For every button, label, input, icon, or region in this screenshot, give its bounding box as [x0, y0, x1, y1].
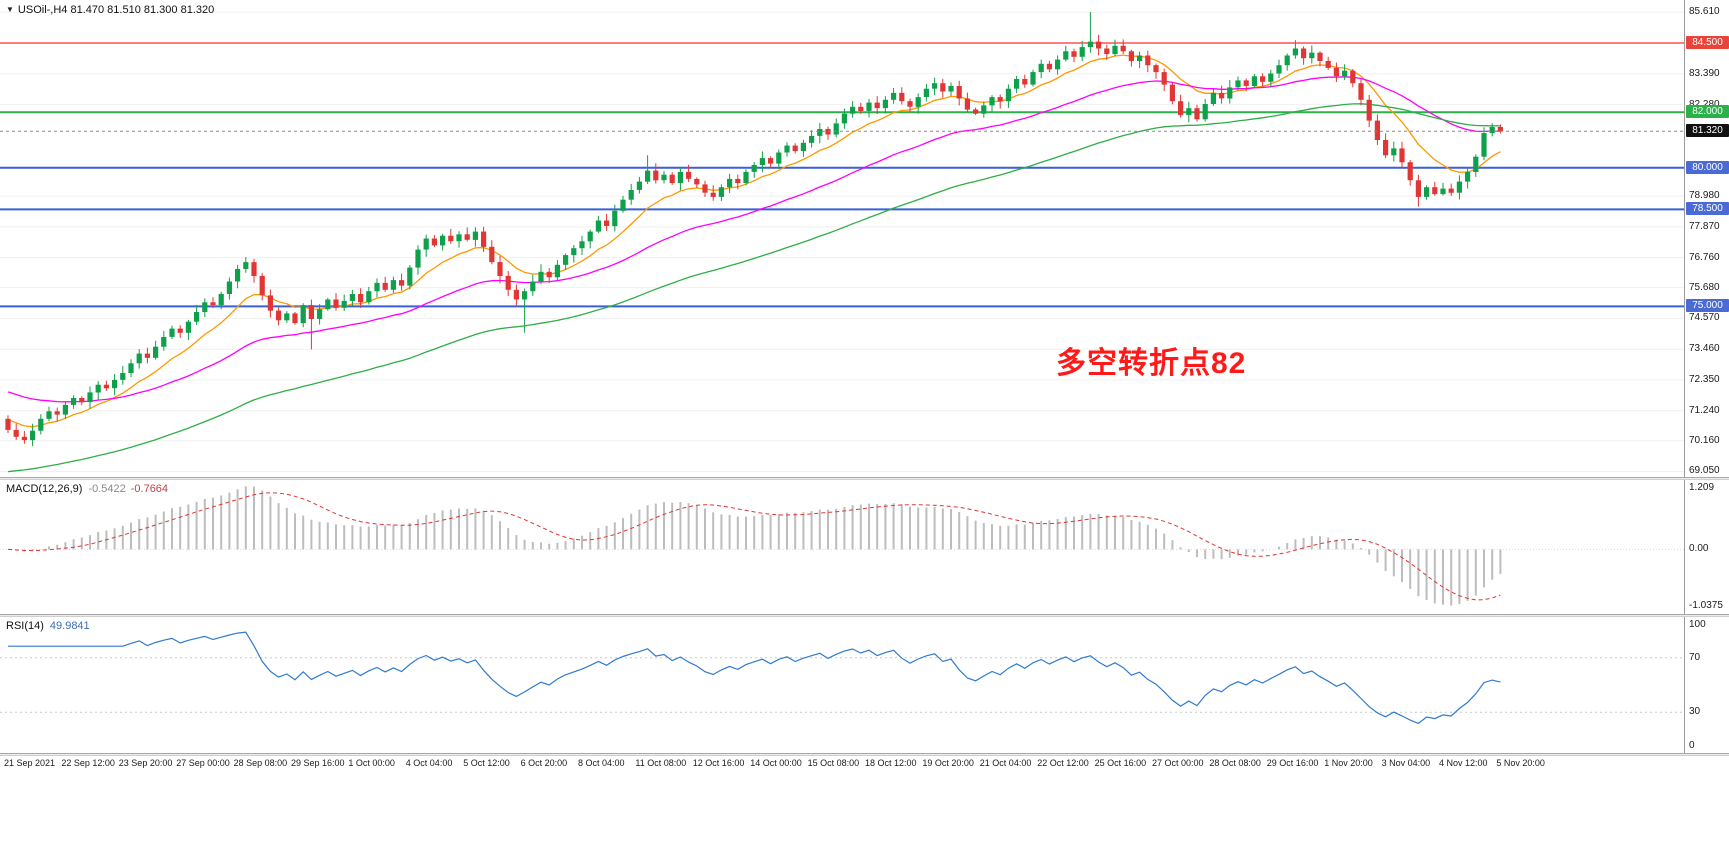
rsi-scale-label: 100 [1689, 619, 1706, 630]
time-axis-label: 3 Nov 04:00 [1381, 758, 1431, 768]
macd-indicator-label: MACD(12,26,9) -0.5422 -0.7664 [6, 483, 168, 495]
price-level-label: 75.000 [1686, 299, 1729, 313]
rsi-value: 49.9841 [49, 620, 90, 632]
price-level-label: 80.000 [1686, 160, 1729, 174]
price-tick-label: 85.610 [1689, 6, 1720, 18]
macd-label-text: MACD(12,26,9) [6, 483, 83, 495]
candlestick-chart[interactable] [0, 0, 1684, 477]
time-axis-label: 27 Sep 00:00 [176, 758, 230, 768]
rsi-label-text: RSI(14) [6, 620, 44, 632]
time-axis-label: 29 Oct 16:00 [1266, 758, 1319, 768]
time-axis-label: 21 Oct 04:00 [979, 758, 1032, 768]
price-tick-label: 69.050 [1689, 465, 1720, 477]
rsi-panel: 100 70 30 0 RSI(14) 49.9841 [0, 617, 1729, 753]
macd-scale-label: -1.0375 [1689, 600, 1723, 611]
rsi-line [8, 631, 1501, 725]
time-axis-label: 18 Oct 12:00 [865, 758, 917, 768]
chart-header: ▼ USOil-,H4 81.470 81.510 81.300 81.320 [6, 4, 214, 16]
symbol-dropdown-icon[interactable]: ▼ [6, 5, 14, 14]
time-axis-label: 4 Nov 12:00 [1439, 758, 1488, 768]
time-axis-label: 8 Oct 04:00 [578, 758, 625, 768]
time-axis-label: 23 Sep 20:00 [118, 758, 173, 768]
panel-divider[interactable] [0, 477, 1729, 480]
time-axis-label: 6 Oct 20:00 [520, 758, 568, 768]
time-axis-label: 22 Oct 12:00 [1037, 758, 1089, 768]
symbol-ohlc-readout: USOil-,H4 81.470 81.510 81.300 81.320 [17, 4, 215, 16]
time-axis[interactable]: 21 Sep 2021 22 Sep 12:00 23 Sep 20:00 27 Se… [0, 756, 1729, 773]
price-tick-label: 70.160 [1689, 434, 1720, 446]
time-axis-label: 28 Oct 08:00 [1209, 758, 1261, 768]
macd-signal-line [7, 492, 1501, 601]
macd-axis[interactable]: 1.209 0.00 -1.0375 [1684, 480, 1729, 614]
time-axis-label: 1 Nov 20:00 [1324, 758, 1373, 768]
price-tick-label: 75.680 [1689, 281, 1720, 293]
price-tick-label: 71.240 [1689, 404, 1720, 416]
time-axis-label: 14 Oct 00:00 [750, 758, 802, 768]
rsi-chart[interactable] [0, 617, 1684, 753]
chart-annotation-text: 多空转折点82 [1056, 347, 1247, 380]
price-tick-label: 73.460 [1689, 343, 1720, 355]
price-tick-label: 76.760 [1689, 251, 1720, 263]
price-level-label: 84.500 [1686, 35, 1729, 49]
macd-scale-label: 0.00 [1689, 543, 1709, 555]
price-chart-panel: 85.610 83.390 82.280 78.980 77.870 76.760 75.6… [0, 0, 1729, 477]
macd-histogram [15, 486, 1502, 606]
price-tick-label: 82.280 [1689, 98, 1720, 110]
price-axis[interactable]: 85.610 83.390 82.280 78.980 77.870 76.760 75.6… [1684, 0, 1729, 477]
time-axis-label: 28 Sep 08:00 [233, 758, 288, 768]
time-axis-label: 22 Sep 12:00 [61, 758, 115, 768]
price-tick-label: 77.870 [1689, 220, 1720, 232]
candlestick-series [5, 12, 1503, 447]
time-axis-label: 29 Sep 16:00 [291, 758, 345, 768]
rsi-indicator-label: RSI(14) 49.9841 [6, 620, 90, 632]
macd-panel: 1.209 0.00 -1.0375 MACD(12,26,9) -0.5422 -0.… [0, 480, 1729, 614]
price-level-label: 82.000 [1686, 105, 1729, 119]
time-axis-label: 19 Oct 20:00 [922, 758, 974, 768]
ma-slow-line [7, 103, 1501, 473]
price-tick-label: 72.350 [1689, 373, 1720, 385]
time-axis-label: 15 Oct 08:00 [807, 758, 860, 768]
macd-chart[interactable] [0, 480, 1684, 614]
time-axis-label: 25 Oct 16:00 [1094, 758, 1147, 768]
time-axis-label: 5 Nov 20:00 [1496, 758, 1545, 768]
time-axis-label: 21 Sep 2021 [4, 758, 56, 768]
rsi-axis[interactable]: 100 70 30 0 [1684, 617, 1729, 753]
ma-mid-line [7, 76, 1501, 403]
panel-divider[interactable] [0, 753, 1729, 756]
price-level-label: 78.500 [1686, 202, 1729, 216]
time-axis-label: 11 Oct 08:00 [635, 758, 687, 768]
time-axis-label: 4 Oct 04:00 [405, 758, 453, 768]
price-tick-label: 83.390 [1689, 67, 1720, 79]
current-price-label: 81.320 [1686, 124, 1729, 138]
time-axis-label: 12 Oct 16:00 [692, 758, 745, 768]
ma-fast-line [7, 54, 1501, 428]
time-axis-label: 27 Oct 00:00 [1152, 758, 1204, 768]
rsi-scale-label: 70 [1689, 651, 1701, 663]
panel-divider[interactable] [0, 614, 1729, 617]
price-tick-label: 78.980 [1689, 190, 1720, 202]
rsi-scale-label: 30 [1689, 706, 1701, 718]
macd-value-main: -0.5422 [88, 483, 126, 495]
time-axis-label: 5 Oct 12:00 [463, 758, 510, 768]
price-tick-label: 74.570 [1689, 312, 1720, 324]
time-axis-label: 1 Oct 00:00 [348, 758, 395, 768]
rsi-scale-label: 0 [1689, 740, 1695, 751]
macd-value-signal: -0.7664 [130, 483, 169, 495]
macd-scale-label: 1.209 [1689, 482, 1715, 493]
